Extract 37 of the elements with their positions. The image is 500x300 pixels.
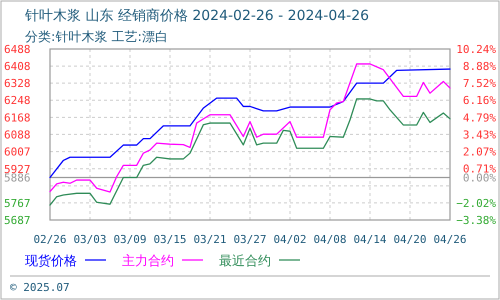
x-tick-label: 04/14 [353,233,387,246]
legend-label: 现货价格 [25,254,77,269]
y2-tick-label: −2.02% [456,196,496,210]
x-tick-label: 03/15 [153,233,187,246]
y-tick-label: 6488 [4,43,30,56]
x-tick-label: 04/20 [393,233,427,246]
x-tick-label: 04/26 [433,233,467,246]
y2-tick-label: 0.00% [462,172,496,185]
text: © 2025.07 [10,281,70,294]
x-tick-label: 04/08 [313,233,347,246]
x-tick-label: 02/26 [33,233,67,246]
x-tick-label: 03/27 [233,233,267,246]
legend-label: 主力合约 [122,253,174,269]
y2-tick-label: 4.79% [462,111,496,124]
y-tick-label: 6328 [4,77,30,90]
ref-line-label: 5886 [4,172,30,185]
y-tick-label: 6408 [4,60,30,74]
y2-tick-label: 8.88% [462,60,496,74]
y-tick-label: 5767 [4,196,30,210]
y-tick-label: 5687 [4,214,30,227]
y2-tick-label: 10.24% [456,43,496,56]
x-tick-label: 03/03 [73,233,107,246]
chart-title: 针叶木浆 山东 经销商价格 2024-02-26 - 2024-04-26 [24,8,370,24]
y2-tick-label: 7.52% [462,77,496,90]
chart-subtitle: 分类:针叶木浆 工艺:漂白 [25,30,168,45]
y-tick-label: 6248 [4,94,30,108]
y2-tick-label: 3.43% [462,128,496,142]
y-tick-label: 6168 [4,111,30,124]
x-tick-label: 03/21 [193,233,227,246]
x-tick-label: 03/09 [113,233,147,246]
legend-label: 最近合约 [219,254,271,269]
y-tick-label: 6088 [4,128,30,142]
y2-tick-label: 6.16% [462,94,496,108]
y2-tick-label: 2.07% [462,146,496,159]
x-tick-label: 04/02 [273,233,307,246]
y-tick-label: 6007 [4,146,30,159]
y2-tick-label: −3.38% [456,214,496,227]
